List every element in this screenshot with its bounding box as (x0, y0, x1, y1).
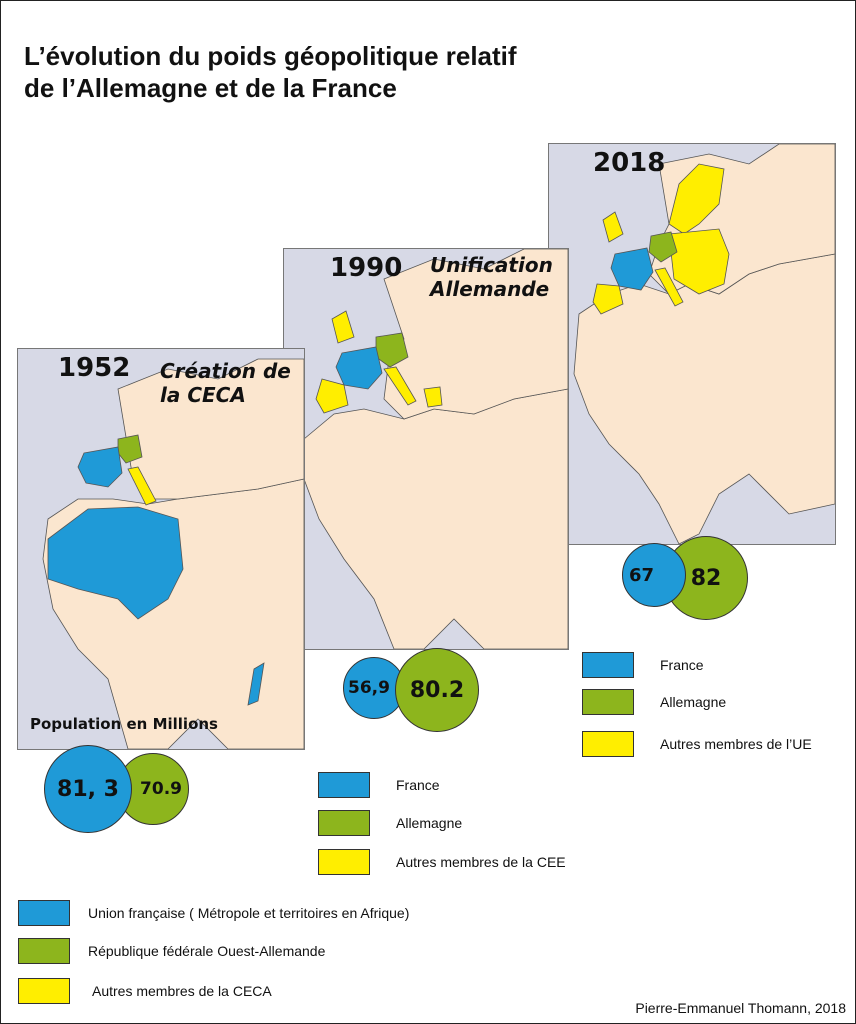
map-1952-year: 1952 (58, 353, 131, 383)
map-1990-caption-line1: Unification (430, 253, 553, 277)
population-label: Population en Millions (30, 715, 218, 733)
legend-1952-union-swatch (18, 900, 70, 926)
land-africa-eurasia (303, 388, 568, 649)
title-line-1: L’évolution du poids géopolitique relati… (24, 41, 517, 71)
legend-1952-rfa-swatch (18, 938, 70, 964)
greece-member (423, 386, 443, 408)
legend-1952-rfa: République fédérale Ouest-Allemande (18, 938, 325, 964)
uk-member (331, 310, 355, 344)
legend-1990-germany: Allemagne (318, 810, 462, 836)
legend-2018-france: France (582, 652, 704, 678)
legend-2018-france-label: France (660, 657, 704, 673)
legend-2018-germany-label: Allemagne (660, 694, 727, 710)
legend-1952-union: Union française ( Métropole et territoir… (18, 900, 409, 926)
map-1990-shapes (303, 249, 568, 649)
germany-pop-1990: 80.2 (395, 648, 479, 732)
map-1990-year: 1990 (330, 253, 403, 283)
germany-pop-1990-value: 80.2 (409, 677, 465, 703)
uk-member (602, 211, 624, 243)
france-1952 (77, 446, 123, 488)
italy-member (654, 267, 684, 307)
map-1952-shapes (42, 358, 304, 749)
italy-member (127, 466, 157, 506)
map-1952-caption: Création de la CECA (160, 359, 291, 407)
germany-pop-1952-value: 70.9 (140, 779, 182, 799)
legend-2018-eu-swatch (582, 731, 634, 757)
germany-pop-2018-value: 82 (690, 565, 722, 591)
map-1990-caption: Unification Allemande (430, 253, 553, 301)
map-2018-shapes (573, 144, 835, 544)
credit: Pierre-Emmanuel Thomann, 2018 (635, 1000, 846, 1016)
page-title: L’évolution du poids géopolitique relati… (24, 40, 664, 104)
map-1952: 1952 Création de la CECA Population en M… (17, 348, 305, 750)
map-1952-caption-line1: Création de (160, 359, 291, 383)
france-pop-1952: 81, 3 (44, 745, 132, 833)
eu-members-east (668, 228, 730, 295)
french-africa (47, 506, 184, 620)
france-pop-2018: 67 (622, 543, 686, 607)
map-1990-caption-line2: Allemande (430, 277, 550, 301)
map-2018: 2018 (548, 143, 836, 545)
legend-2018-germany-swatch (582, 689, 634, 715)
legend-1990-germany-label: Allemagne (396, 815, 463, 831)
map-1952-caption-line2: la CECA (160, 383, 246, 407)
iberia-member (315, 378, 349, 414)
france-pop-1952-value: 81, 3 (57, 776, 119, 802)
legend-2018-eu-label: Autres membres de l’UE (660, 736, 812, 752)
legend-1990-germany-swatch (318, 810, 370, 836)
legend-2018-france-swatch (582, 652, 634, 678)
legend-1952-ceca-label: Autres membres de la CECA (92, 983, 272, 999)
italy-member (383, 366, 417, 406)
legend-1990-cee-swatch (318, 849, 370, 875)
title-line-2: de l’Allemagne et de la France (24, 73, 397, 103)
france-1990 (335, 346, 383, 390)
legend-1990-cee: Autres membres de la CEE (318, 849, 566, 875)
france-2018 (610, 247, 654, 291)
france-pop-1990-value: 56,9 (348, 678, 390, 698)
map-1990: 1990 Unification Allemande (283, 248, 569, 650)
legend-1952-union-label: Union française ( Métropole et territoir… (88, 905, 410, 921)
legend-1952-ceca: Autres membres de la CECA (18, 978, 272, 1004)
germany-2018 (648, 231, 678, 263)
map-2018-year: 2018 (593, 148, 666, 178)
legend-1952-rfa-label: République fédérale Ouest-Allemande (88, 943, 326, 959)
legend-1952-ceca-swatch (18, 978, 70, 1004)
madagascar (247, 662, 265, 706)
legend-1990-france-swatch (318, 772, 370, 798)
legend-1990-france-label: France (396, 777, 440, 793)
iberia-member (592, 283, 624, 315)
legend-1990-france: France (318, 772, 440, 798)
legend-1990-cee-label: Autres membres de la CEE (396, 854, 566, 870)
legend-2018-germany: Allemagne (582, 689, 726, 715)
legend-2018-eu: Autres membres de l’UE (582, 731, 812, 757)
france-pop-2018-value: 67 (629, 564, 655, 586)
